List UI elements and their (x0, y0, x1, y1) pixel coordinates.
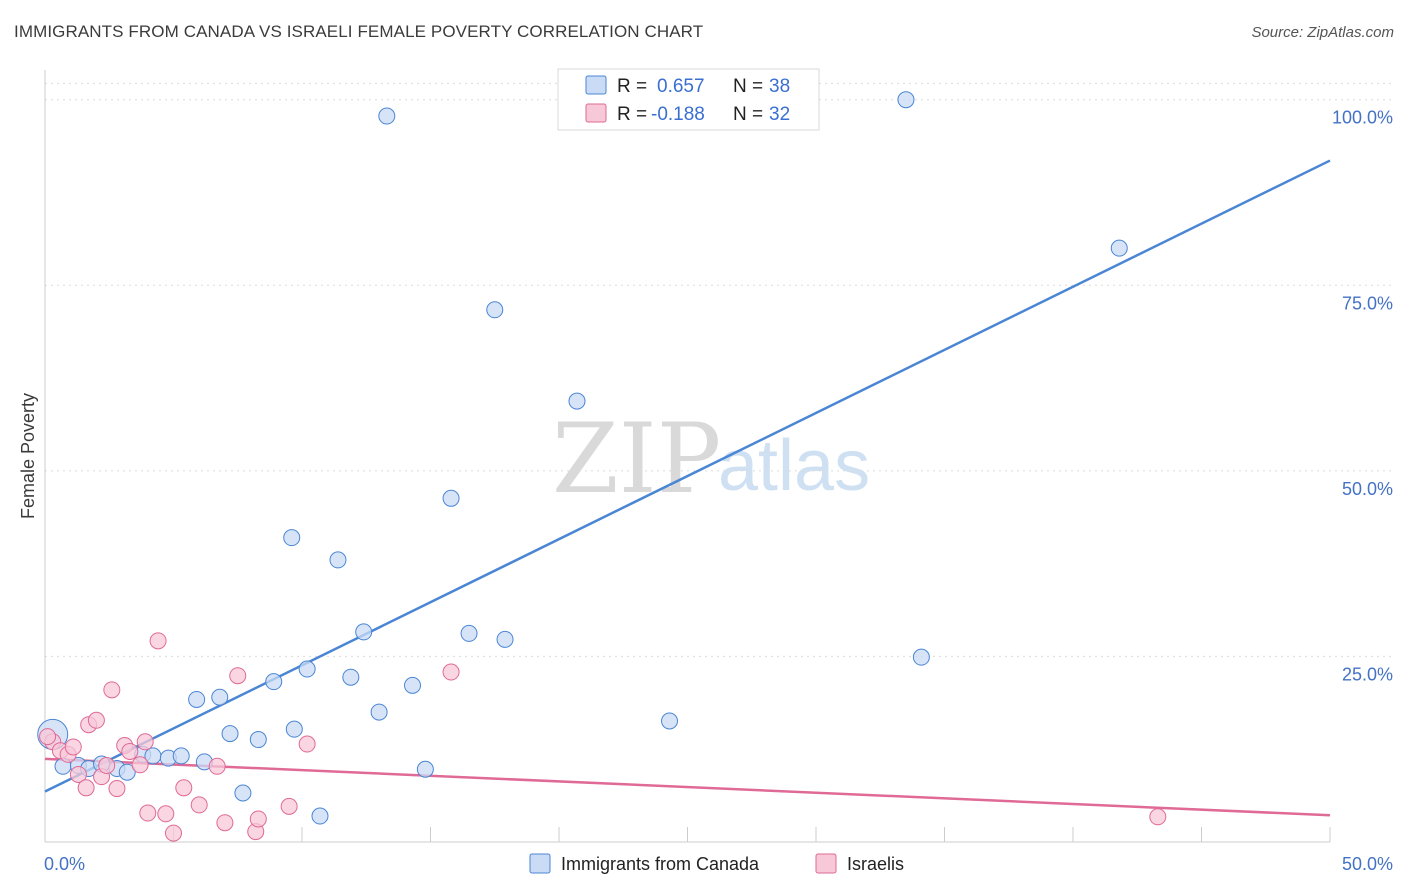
israelis-point-18 (157, 805, 175, 823)
y-tick-labels: 25.0% 50.0% 75.0% 100.0% (1332, 108, 1393, 685)
canada-point-15 (234, 784, 252, 802)
israelis-point-31 (39, 728, 57, 746)
watermark-zip: ZIP (552, 403, 721, 515)
canada-point-22 (329, 551, 347, 569)
trend-lines (44, 159, 1331, 817)
bottom-legend-label-israelis: Israelis (847, 854, 904, 874)
canada-point-16 (249, 731, 267, 749)
x-tick-label-right: 50.0% (1342, 854, 1393, 874)
israelis-point-21 (190, 796, 208, 814)
legend-r-value-israelis: -0.188 (651, 104, 705, 125)
source-credit: Source: ZipAtlas.com (1251, 24, 1394, 41)
israelis-point-20 (175, 779, 193, 797)
y-axis-label: Female Poverty (18, 393, 38, 519)
legend-n-label-israelis: N = (733, 104, 763, 125)
canada-point-24 (355, 623, 373, 641)
axes (44, 70, 1331, 843)
canada-point-35 (897, 91, 915, 109)
data-points (37, 91, 1167, 842)
israelis-point-24 (229, 667, 247, 685)
israelis-point-3 (64, 738, 82, 756)
israelis-point-23 (216, 814, 234, 832)
israelis-point-15 (136, 733, 154, 751)
israelis-point-29 (442, 663, 460, 681)
israelis-point-26 (249, 810, 267, 828)
israelis-point-9 (98, 757, 116, 775)
legend-n-label-canada: N = (733, 76, 763, 97)
y-tick-label-1: 50.0% (1342, 479, 1393, 499)
legend-n-value-canada: 38 (769, 76, 790, 97)
israelis-point-28 (298, 735, 316, 753)
israelis-point-19 (165, 824, 182, 842)
israelis-point-27 (280, 797, 298, 815)
canada-point-34 (661, 712, 679, 730)
israelis-point-22 (208, 757, 226, 775)
canada-point-30 (460, 624, 478, 642)
canada-point-19 (285, 720, 303, 738)
israelis-point-10 (103, 681, 121, 699)
canada-point-27 (404, 676, 422, 694)
y-tick-label-0: 25.0% (1342, 664, 1393, 684)
bottom-legend-swatch-canada (529, 853, 551, 874)
canada-point-33 (568, 392, 586, 410)
legend-swatch-canada (585, 75, 607, 95)
canada-point-25 (370, 703, 388, 721)
canada-point-36 (912, 648, 930, 666)
israelis-point-13 (121, 742, 139, 760)
canada-point-28 (416, 760, 434, 778)
canada-trend-line (44, 159, 1331, 793)
canada-point-14 (221, 725, 239, 743)
y-tick-label-3: 100.0% (1332, 108, 1393, 128)
bottom-legend-label-canada: Immigrants from Canada (561, 854, 760, 874)
legend-swatch-israelis (585, 103, 607, 123)
canada-point-20 (298, 660, 316, 678)
canada-point-6 (118, 763, 136, 781)
x-tick-label-left: 0.0% (44, 854, 85, 874)
grid-lines (45, 82, 1393, 657)
canada-point-13 (211, 688, 229, 706)
canada-point-29 (442, 489, 460, 507)
israelis-point-30 (1149, 808, 1167, 826)
y-tick-label-2: 75.0% (1342, 293, 1393, 313)
correlation-legend: R = 0.657 N = 38 R = -0.188 N = 32 (557, 68, 820, 131)
bottom-legend-swatch-israelis (815, 853, 837, 874)
israelis-point-11 (108, 780, 126, 798)
canada-point-10 (172, 747, 190, 765)
canada-point-37 (1110, 239, 1128, 257)
legend-r-label-israelis: R = (617, 104, 647, 125)
israelis-trend-line (44, 757, 1331, 817)
canada-point-26 (378, 107, 396, 125)
canada-point-18 (283, 529, 301, 547)
legend-r-label-canada: R = (617, 76, 647, 97)
israelis-point-5 (77, 779, 95, 797)
canada-point-21 (311, 807, 329, 825)
canada-point-11 (188, 690, 206, 708)
legend-r-value-canada: 0.657 (657, 76, 705, 97)
series-legend: Immigrants from Canada Israelis (529, 853, 904, 874)
chart-title: IMMIGRANTS FROM CANADA VS ISRAELI FEMALE… (14, 22, 704, 41)
israelis-point-7 (87, 711, 105, 729)
canada-point-17 (265, 673, 283, 691)
israelis-point-16 (139, 804, 157, 822)
israelis-point-17 (149, 632, 167, 650)
canada-point-31 (486, 301, 504, 319)
legend-n-value-israelis: 32 (769, 104, 790, 125)
canada-point-23 (342, 668, 360, 686)
israelis-point-4 (69, 765, 87, 783)
watermark-atlas: atlas (718, 426, 870, 506)
canada-point-32 (496, 630, 514, 648)
israelis-point-14 (131, 756, 149, 774)
